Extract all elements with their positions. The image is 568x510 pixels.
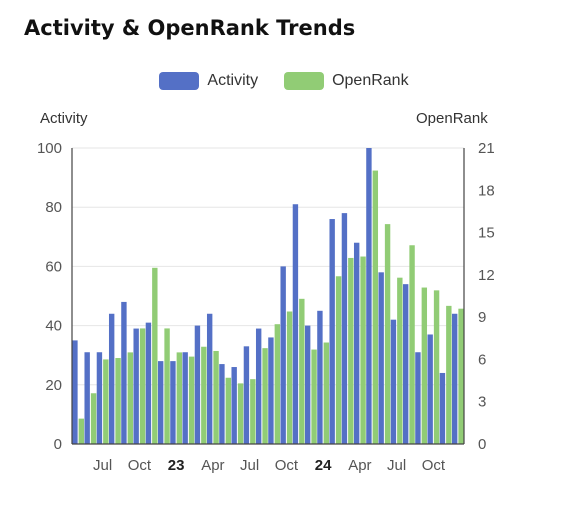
x-tick-label: Oct xyxy=(128,457,152,474)
openrank-bar xyxy=(115,358,121,444)
legend-swatch-activity xyxy=(159,72,200,90)
activity-bar xyxy=(108,313,115,444)
openrank-bar xyxy=(225,377,232,444)
openrank-bar xyxy=(103,359,109,444)
openrank-bar xyxy=(176,352,183,444)
legend-swatch-openrank xyxy=(284,72,325,90)
right-tick-label: 0 xyxy=(478,436,486,453)
activity-bar xyxy=(170,361,176,444)
legend-item-openrank[interactable]: OpenRank xyxy=(284,72,409,90)
right-tick-label: 6 xyxy=(478,351,486,368)
left-tick-label: 20 xyxy=(45,377,62,394)
activity-bar xyxy=(341,213,348,444)
x-tick-label: Jul xyxy=(240,457,259,474)
openrank-bar xyxy=(286,311,293,444)
x-tick-label: Jul xyxy=(93,457,112,474)
activity-bar xyxy=(304,325,311,444)
activity-bar xyxy=(353,242,360,444)
openrank-bar xyxy=(360,256,366,444)
left-axis-label: Activity xyxy=(40,110,88,127)
chart-title: Activity & OpenRank Trends xyxy=(24,16,356,40)
openrank-bar xyxy=(421,287,428,444)
activity-bar xyxy=(292,204,299,444)
activity-bar xyxy=(96,352,103,444)
openrank-bar xyxy=(262,348,268,444)
left-tick-label: 40 xyxy=(45,318,62,335)
left-tick-label: 80 xyxy=(45,199,62,216)
left-tick-label: 0 xyxy=(54,436,62,453)
activity-bar xyxy=(206,313,213,444)
activity-bar xyxy=(72,340,78,444)
activity-bar xyxy=(157,361,164,444)
openrank-bar xyxy=(335,276,342,444)
right-tick-label: 18 xyxy=(478,182,495,199)
openrank-bar xyxy=(201,346,207,444)
activity-bar xyxy=(194,325,201,444)
right-tick-label: 15 xyxy=(478,225,495,242)
x-tick-label: Jul xyxy=(387,457,406,474)
activity-bar xyxy=(182,352,188,444)
openrank-bar xyxy=(384,224,391,444)
activity-bar xyxy=(145,322,152,444)
openrank-bar xyxy=(372,170,379,445)
legend-item-activity[interactable]: Activity xyxy=(159,72,258,90)
left-tick-label: 60 xyxy=(45,258,62,275)
activity-bar xyxy=(427,334,433,444)
activity-bar xyxy=(133,328,139,444)
openrank-bar xyxy=(446,305,452,444)
openrank-bar xyxy=(458,308,464,444)
x-tick-label: 23 xyxy=(168,457,185,474)
openrank-bar xyxy=(164,328,170,444)
activity-bar xyxy=(255,328,262,444)
openrank-bar xyxy=(152,267,158,444)
right-tick-label: 21 xyxy=(478,140,495,157)
activity-bar xyxy=(366,148,372,444)
right-axis-label: OpenRank xyxy=(416,110,488,127)
openrank-bar xyxy=(409,245,415,444)
openrank-bar xyxy=(397,277,403,444)
activity-bar xyxy=(415,352,421,444)
x-tick-label: 24 xyxy=(315,457,332,474)
x-tick-label: Oct xyxy=(422,457,446,474)
legend: Activity OpenRank xyxy=(0,72,568,90)
right-tick-label: 3 xyxy=(478,394,486,411)
openrank-bar xyxy=(237,383,244,444)
activity-bar xyxy=(84,352,90,444)
activity-bar xyxy=(231,367,237,444)
activity-bar xyxy=(243,346,250,444)
activity-bar xyxy=(268,337,274,444)
openrank-bar xyxy=(274,324,281,444)
x-tick-label: Apr xyxy=(201,457,224,474)
openrank-bar xyxy=(250,379,256,444)
openrank-bar xyxy=(299,298,305,444)
right-tick-label: 9 xyxy=(478,309,486,326)
legend-label-activity: Activity xyxy=(207,72,259,89)
activity-bar xyxy=(329,219,335,444)
openrank-bar xyxy=(127,352,134,444)
openrank-bar xyxy=(311,349,317,444)
activity-bar xyxy=(402,284,409,444)
openrank-bar xyxy=(213,350,219,444)
openrank-bar xyxy=(188,356,195,444)
activity-bar xyxy=(121,301,127,444)
legend-label-openrank: OpenRank xyxy=(332,72,409,89)
openrank-bar xyxy=(90,393,97,444)
left-tick-label: 100 xyxy=(37,140,62,157)
activity-bar xyxy=(439,372,446,444)
openrank-bar xyxy=(348,257,354,444)
right-tick-label: 12 xyxy=(478,267,495,284)
openrank-bar xyxy=(78,418,85,444)
openrank-bar xyxy=(433,290,440,444)
activity-bar xyxy=(219,364,225,444)
x-tick-label: Oct xyxy=(275,457,299,474)
activity-bar xyxy=(390,319,397,444)
activity-bar xyxy=(451,313,458,444)
activity-bar xyxy=(378,272,384,444)
x-tick-label: Apr xyxy=(348,457,371,474)
activity-bar xyxy=(280,266,286,444)
openrank-bar xyxy=(139,328,146,444)
activity-bar xyxy=(317,310,323,444)
openrank-bar xyxy=(323,342,330,444)
